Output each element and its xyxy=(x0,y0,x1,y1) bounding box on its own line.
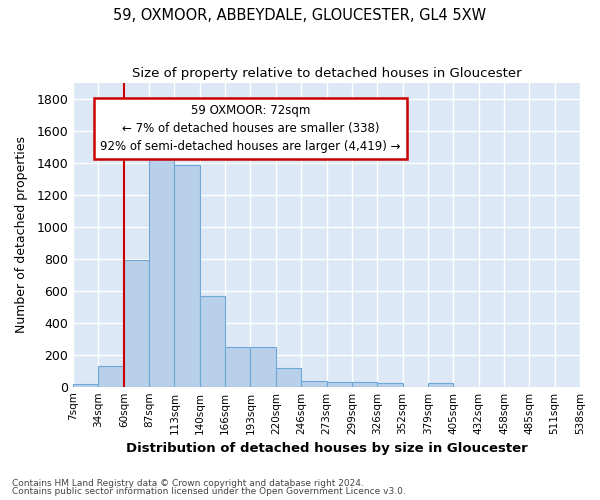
Bar xyxy=(326,382,352,386)
Text: 59, OXMOOR, ABBEYDALE, GLOUCESTER, GL4 5XW: 59, OXMOOR, ABBEYDALE, GLOUCESTER, GL4 5… xyxy=(113,8,487,22)
Bar xyxy=(250,346,276,387)
Title: Size of property relative to detached houses in Gloucester: Size of property relative to detached ho… xyxy=(132,68,521,80)
X-axis label: Distribution of detached houses by size in Gloucester: Distribution of detached houses by size … xyxy=(125,442,527,455)
Bar xyxy=(124,260,149,386)
Bar xyxy=(276,368,301,386)
Bar xyxy=(200,296,225,386)
Bar xyxy=(175,166,200,386)
Bar xyxy=(73,384,98,386)
Bar xyxy=(149,151,175,386)
Bar xyxy=(377,384,403,386)
Bar xyxy=(428,384,453,386)
Bar xyxy=(301,381,326,386)
Bar xyxy=(98,366,124,386)
Y-axis label: Number of detached properties: Number of detached properties xyxy=(15,136,28,334)
Text: Contains HM Land Registry data © Crown copyright and database right 2024.: Contains HM Land Registry data © Crown c… xyxy=(12,478,364,488)
Bar xyxy=(225,346,250,387)
Text: 59 OXMOOR: 72sqm
← 7% of detached houses are smaller (338)
92% of semi-detached : 59 OXMOOR: 72sqm ← 7% of detached houses… xyxy=(100,104,401,154)
Bar xyxy=(352,382,377,386)
Text: Contains public sector information licensed under the Open Government Licence v3: Contains public sector information licen… xyxy=(12,487,406,496)
